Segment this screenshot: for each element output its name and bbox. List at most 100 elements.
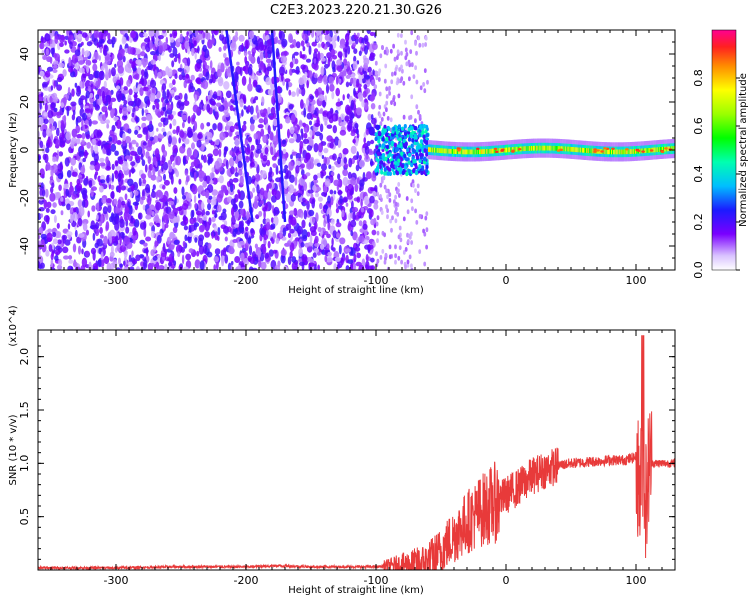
spectrogram-cell xyxy=(145,132,149,142)
spectrogram-cell xyxy=(176,215,180,223)
spectrogram-cell xyxy=(46,128,53,137)
spectrogram-cell xyxy=(653,147,655,153)
spectrogram-cell xyxy=(469,149,471,155)
spectrogram-cell xyxy=(397,188,400,194)
spectrogram-cell xyxy=(126,79,131,87)
spectrogram-cell xyxy=(435,147,437,153)
spectrogram-cell xyxy=(149,136,154,141)
spectrogram-cell xyxy=(370,158,373,167)
spectrogram-cell xyxy=(141,189,145,199)
spectrogram-cell xyxy=(253,133,258,140)
spectrogram-cell xyxy=(661,147,663,152)
spectrogram-cell xyxy=(358,50,362,57)
spectrogram-cell xyxy=(306,97,310,108)
spectrogram-cell xyxy=(100,179,106,184)
spectrogram-cell xyxy=(404,165,408,170)
spectrogram-cell xyxy=(423,157,427,162)
spectrogram-cell xyxy=(621,149,623,155)
spectrogram-cell xyxy=(42,81,48,88)
spectrogram-cell xyxy=(223,81,230,90)
spectrogram-cell xyxy=(124,206,130,214)
spectrogram-cell xyxy=(141,45,145,52)
spectrogram-cell xyxy=(177,251,181,258)
spectrogram-cell xyxy=(191,117,196,123)
spectrogram-cell xyxy=(397,124,401,129)
spectrogram-cell xyxy=(166,89,170,98)
spectrogram-cell xyxy=(103,44,108,50)
spectrogram-cell xyxy=(335,207,339,214)
spectrogram-cell xyxy=(212,94,218,99)
spectrogram-cell xyxy=(283,188,289,195)
spectrogram-cell xyxy=(556,149,561,152)
spectrogram-cell xyxy=(142,179,147,184)
spectrogram-cell xyxy=(224,112,230,118)
spectrogram-cell xyxy=(295,160,301,166)
spectrogram-cell xyxy=(311,41,317,47)
spectrogram-cell xyxy=(400,151,404,156)
spectrogram-cell xyxy=(274,265,281,270)
spectrogram-cell xyxy=(324,121,328,126)
spectrogram-cell xyxy=(172,118,177,126)
spectrogram-cell xyxy=(573,147,575,152)
spectrogram-cell xyxy=(179,145,186,154)
spectrogram-cell xyxy=(248,53,254,62)
spectrogram-cell xyxy=(122,241,126,247)
spectrogram-cell xyxy=(319,123,324,133)
spectrogram-cell xyxy=(317,76,323,81)
spectrogram-cell xyxy=(624,149,626,155)
spectrogram-cell xyxy=(239,175,244,186)
spectrogram-cell xyxy=(76,86,81,94)
spectrogram-cell xyxy=(105,221,110,231)
spectrogram-cell xyxy=(298,177,306,186)
spectrogram-cell xyxy=(316,116,320,125)
spectrogram-cell xyxy=(424,129,428,134)
spectrogram-cell xyxy=(370,139,375,145)
spectrogram-cell xyxy=(81,41,84,46)
spectrogram-cell xyxy=(82,80,85,89)
spectrogram-cell xyxy=(476,147,480,150)
colorbar-tick-label: 0.4 xyxy=(692,165,705,183)
spectrogram-cell xyxy=(513,147,515,152)
spectrogram-cell xyxy=(206,103,211,113)
spectrogram-cell xyxy=(220,211,227,221)
spectrogram-cell xyxy=(300,40,305,47)
spectrogram-cell xyxy=(249,123,255,132)
spectrogram-cell xyxy=(406,259,410,265)
spectrogram-cell xyxy=(41,144,46,154)
spectrogram-cell xyxy=(130,168,136,174)
spectrogram-cell xyxy=(173,239,180,245)
spectrogram-cell xyxy=(314,242,320,247)
spectrogram-cell xyxy=(418,214,422,219)
spectrogram-cell xyxy=(293,132,297,141)
spectrogram-cell xyxy=(112,134,118,145)
spectrogram-cell xyxy=(279,66,285,76)
spectrogram-cell xyxy=(386,194,389,200)
spectrogram-cell xyxy=(195,78,201,84)
spectrogram-cell xyxy=(114,206,121,214)
spectrogram-cell xyxy=(309,120,312,126)
spectrogram-cell xyxy=(71,171,78,177)
spectrogram-cell xyxy=(256,143,262,151)
spectrogram-cell xyxy=(407,59,411,65)
spectrogram-cell xyxy=(328,76,334,85)
spectrogram-cell xyxy=(275,238,280,244)
spectrogram-cell xyxy=(110,184,115,190)
spectrogram-cell xyxy=(317,196,323,202)
spectrogram-cell xyxy=(74,49,81,57)
spectrogram-cell xyxy=(310,193,314,199)
spectrogram-cell xyxy=(385,107,388,113)
spectrogram-cell xyxy=(179,33,183,43)
spectrogram-cell xyxy=(458,149,460,155)
spectrogram-cell xyxy=(635,148,637,154)
spectrogram-cell xyxy=(82,222,88,232)
spectrogram-cell xyxy=(72,109,76,116)
spectrogram-cell xyxy=(270,223,276,230)
spectrogram-cell xyxy=(264,147,269,155)
spectrogram-cell xyxy=(482,149,484,154)
spectrogram-cell xyxy=(140,153,144,161)
spectrogram-cell xyxy=(385,188,388,194)
spectrogram-cell xyxy=(599,149,601,154)
spectrogram-cell xyxy=(129,58,133,64)
spectrogram-cell xyxy=(480,149,482,155)
spectrogram-cell xyxy=(248,30,255,40)
